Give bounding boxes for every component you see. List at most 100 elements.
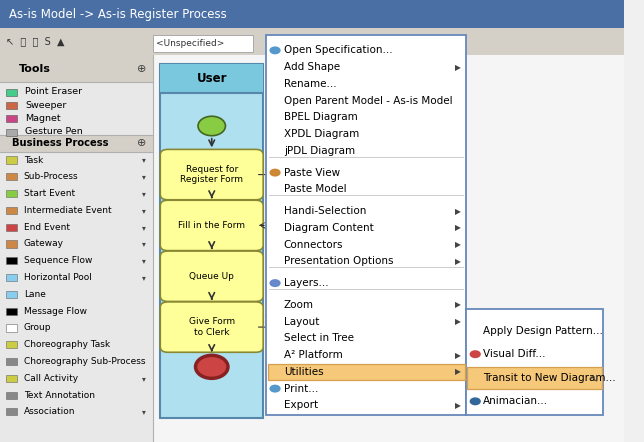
FancyBboxPatch shape xyxy=(267,35,466,415)
Bar xyxy=(6,207,17,214)
Text: Diagram Content: Diagram Content xyxy=(284,223,374,233)
Text: Handi-Selection: Handi-Selection xyxy=(284,206,366,216)
Circle shape xyxy=(196,355,228,378)
Text: ▾: ▾ xyxy=(142,206,146,215)
FancyBboxPatch shape xyxy=(160,149,263,200)
Text: Request for
Register Form: Request for Register Form xyxy=(180,165,243,184)
Text: Paste Model: Paste Model xyxy=(284,184,346,194)
Text: ▾: ▾ xyxy=(142,273,146,282)
Bar xyxy=(6,358,17,365)
FancyBboxPatch shape xyxy=(0,55,153,442)
Circle shape xyxy=(269,385,281,392)
Bar xyxy=(6,173,17,180)
Text: ↖: ↖ xyxy=(590,374,598,384)
Bar xyxy=(6,408,17,415)
Text: XPDL Diagram: XPDL Diagram xyxy=(284,129,359,139)
FancyBboxPatch shape xyxy=(467,367,602,389)
Text: A² Platform: A² Platform xyxy=(284,350,343,360)
Text: Gesture Pen: Gesture Pen xyxy=(25,127,82,136)
Text: Transit to New Diagram...: Transit to New Diagram... xyxy=(484,373,616,383)
Text: Task: Task xyxy=(24,156,43,164)
Text: ▾: ▾ xyxy=(142,256,146,265)
FancyBboxPatch shape xyxy=(0,28,623,55)
FancyBboxPatch shape xyxy=(466,309,603,415)
Text: Start Event: Start Event xyxy=(24,189,75,198)
Text: <Unspecified>: <Unspecified> xyxy=(156,39,224,48)
Bar xyxy=(6,190,17,197)
Text: completed
form: completed form xyxy=(265,312,303,326)
Text: Association: Association xyxy=(24,408,75,416)
Text: blank
form: blank form xyxy=(265,160,285,173)
Text: Intermediate Event: Intermediate Event xyxy=(24,206,111,215)
Text: Message Flow: Message Flow xyxy=(24,307,87,316)
Text: End Event: End Event xyxy=(24,223,70,232)
FancyBboxPatch shape xyxy=(160,302,263,352)
Bar xyxy=(6,129,17,136)
Circle shape xyxy=(269,46,281,54)
FancyBboxPatch shape xyxy=(160,200,263,251)
Text: ▶: ▶ xyxy=(455,223,461,232)
Text: Sequence Flow: Sequence Flow xyxy=(24,256,92,265)
Bar xyxy=(6,257,17,264)
Text: Sub-Process: Sub-Process xyxy=(24,172,79,181)
Bar xyxy=(6,308,17,315)
Text: ▾: ▾ xyxy=(142,240,146,248)
Text: ▶: ▶ xyxy=(455,401,461,410)
Text: Layers...: Layers... xyxy=(284,278,328,288)
Bar xyxy=(6,102,17,109)
Bar xyxy=(6,89,17,96)
Text: ⊕: ⊕ xyxy=(137,138,146,148)
Bar xyxy=(6,324,17,332)
Text: Point Eraser: Point Eraser xyxy=(25,88,82,96)
Bar xyxy=(6,341,17,348)
Text: Horizontal Pool: Horizontal Pool xyxy=(24,273,91,282)
Text: Animacian...: Animacian... xyxy=(484,396,549,406)
Circle shape xyxy=(469,350,481,358)
Text: Layout: Layout xyxy=(284,316,319,327)
Text: ▾: ▾ xyxy=(142,172,146,181)
Text: Select in Tree: Select in Tree xyxy=(284,333,354,343)
Bar xyxy=(6,115,17,122)
Bar xyxy=(6,274,17,281)
Text: ▶: ▶ xyxy=(455,240,461,249)
Text: Lane: Lane xyxy=(24,290,46,299)
FancyBboxPatch shape xyxy=(0,0,623,29)
FancyBboxPatch shape xyxy=(0,55,153,82)
Text: ⊕: ⊕ xyxy=(137,64,146,73)
Text: Choreography Sub-Process: Choreography Sub-Process xyxy=(24,357,145,366)
Bar xyxy=(6,392,17,399)
Text: Apply Design Pattern...: Apply Design Pattern... xyxy=(484,326,603,335)
Text: Connectors: Connectors xyxy=(284,240,343,250)
FancyBboxPatch shape xyxy=(153,55,623,442)
Bar xyxy=(6,375,17,382)
Text: Call Activity: Call Activity xyxy=(24,374,78,383)
Text: ▶: ▶ xyxy=(455,257,461,266)
Text: Visual Diff...: Visual Diff... xyxy=(484,349,546,359)
Text: Queue Up: Queue Up xyxy=(189,272,234,281)
Bar xyxy=(6,156,17,164)
Text: Utilities: Utilities xyxy=(284,367,323,377)
FancyBboxPatch shape xyxy=(0,135,153,152)
Text: Fill in the Form: Fill in the Form xyxy=(178,221,245,230)
Text: Tools: Tools xyxy=(19,64,51,73)
Bar xyxy=(6,224,17,231)
Text: Open Parent Model - As-is Model: Open Parent Model - As-is Model xyxy=(284,95,452,106)
Circle shape xyxy=(469,397,481,405)
Text: ▶: ▶ xyxy=(455,206,461,216)
FancyBboxPatch shape xyxy=(160,64,263,418)
Bar xyxy=(6,240,17,248)
FancyBboxPatch shape xyxy=(160,64,263,93)
Text: ▶: ▶ xyxy=(455,317,461,326)
Text: Zoom: Zoom xyxy=(284,300,314,310)
Circle shape xyxy=(269,279,281,287)
Text: Gateway: Gateway xyxy=(24,240,64,248)
Text: ▶: ▶ xyxy=(455,351,461,360)
Text: Magnet: Magnet xyxy=(25,114,61,123)
Text: Export: Export xyxy=(284,400,318,410)
Text: Give Form
to Clerk: Give Form to Clerk xyxy=(189,317,235,337)
Text: Group: Group xyxy=(24,324,52,332)
Text: ▶: ▶ xyxy=(455,301,461,309)
Bar xyxy=(6,291,17,298)
Text: Presentation Options: Presentation Options xyxy=(284,256,393,267)
Circle shape xyxy=(198,116,225,136)
